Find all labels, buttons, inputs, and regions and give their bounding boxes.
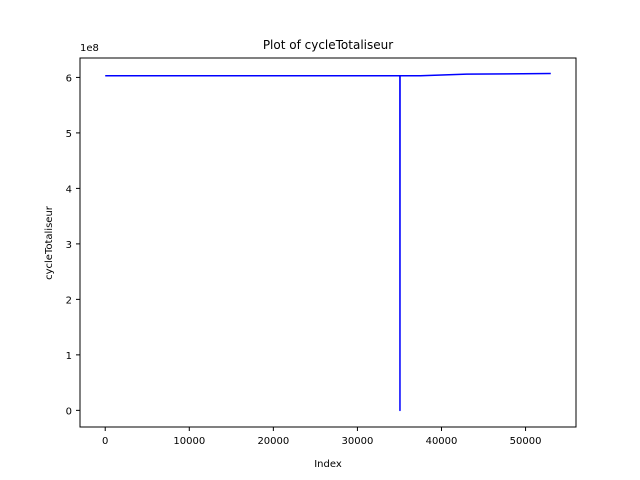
x-tick-label: 30000 (342, 436, 374, 447)
axis-ticks: 0 10000 20000 30000 40000 50000 0 1 2 3 4 5 6 (66, 73, 542, 447)
y-tick-label: 3 (66, 240, 72, 251)
y-tick-label: 1 (66, 351, 72, 362)
x-tick-label: 20000 (257, 436, 289, 447)
x-tick-label: 0 (102, 436, 108, 447)
x-axis-label: Index (314, 459, 342, 470)
series-line-1 (105, 72, 551, 412)
x-tick-label: 40000 (426, 436, 458, 447)
y-tick-label: 0 (66, 406, 72, 417)
y-tick-label: 2 (66, 295, 72, 306)
x-tick-label: 10000 (173, 436, 205, 447)
chart-title: Plot of cycleTotaliseur (263, 38, 393, 52)
y-axis-label: cycleTotaliseur (44, 205, 55, 280)
y-tick-label: 5 (66, 129, 72, 140)
axes-frame (79, 57, 577, 428)
plot-area (105, 72, 551, 412)
y-offset-label: 1e8 (80, 43, 99, 54)
y-tick-label: 6 (66, 73, 72, 84)
x-tick-label: 50000 (510, 436, 542, 447)
y-tick-label: 4 (66, 184, 72, 195)
